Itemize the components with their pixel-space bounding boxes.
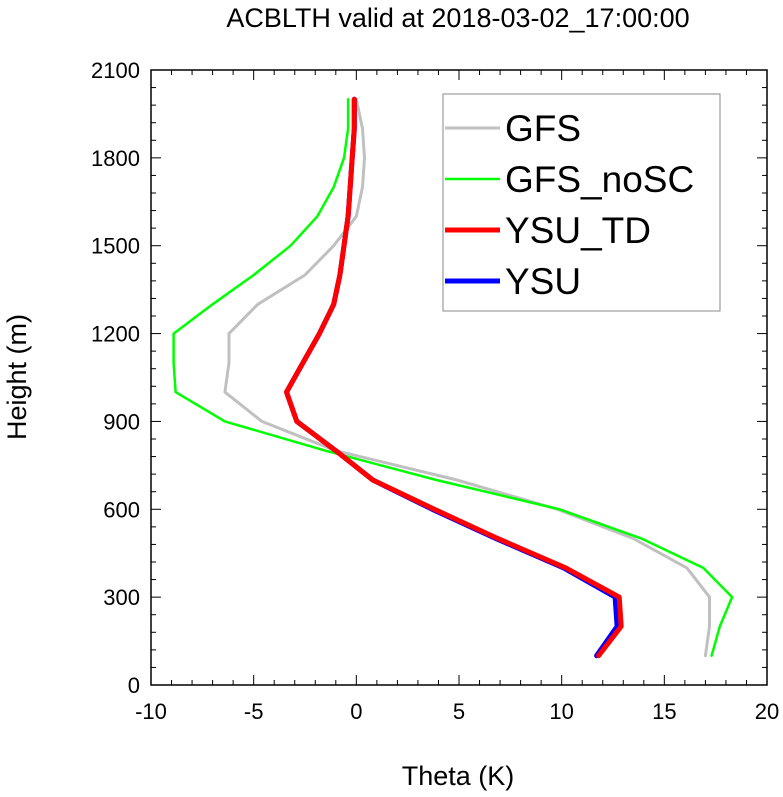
x-tick-label: -10 — [135, 699, 167, 724]
x-tick-labels: -10 -5 0 5 10 15 20 — [135, 699, 779, 724]
legend-label-ysu: YSU — [505, 261, 581, 302]
y-tick-label: 1800 — [91, 146, 140, 171]
x-tick-label: 15 — [652, 699, 676, 724]
series-line-gfs-nosc — [172, 98, 734, 657]
y-tick-label: 1500 — [91, 234, 140, 259]
y-tick-labels: 0 300 600 900 1200 1500 1800 2100 — [91, 58, 140, 698]
y-tick-label: 900 — [103, 409, 140, 434]
legend-label-gfs-nosc: GFS_noSC — [505, 159, 694, 200]
series-line-gfs — [223, 97, 711, 658]
x-tick-label: 5 — [453, 699, 465, 724]
x-tick-label: 0 — [350, 699, 362, 724]
legend-label-gfs: GFS — [505, 108, 581, 149]
x-axis-title: Theta (K) — [402, 761, 515, 791]
legend-label-ysu-td: YSU_TD — [505, 210, 651, 251]
axis-ticks — [150, 69, 768, 686]
x-tick-label: 20 — [755, 699, 779, 724]
chart-title: ACBLTH valid at 2018-03-02_17:00:00 — [226, 3, 689, 33]
x-tick-label: -5 — [244, 699, 264, 724]
series-layer — [172, 96, 734, 659]
y-tick-label: 1200 — [91, 322, 140, 347]
series-line-ysu-td — [284, 96, 624, 659]
y-axis-title: Height (m) — [2, 314, 32, 440]
x-tick-label: 10 — [549, 699, 573, 724]
y-tick-label: 0 — [128, 673, 140, 698]
y-tick-label: 2100 — [91, 58, 140, 83]
y-tick-label: 300 — [103, 585, 140, 610]
legend-box — [442, 93, 721, 312]
y-tick-label: 600 — [103, 497, 140, 522]
legend: GFS GFS_noSC YSU_TD YSU — [442, 93, 721, 312]
